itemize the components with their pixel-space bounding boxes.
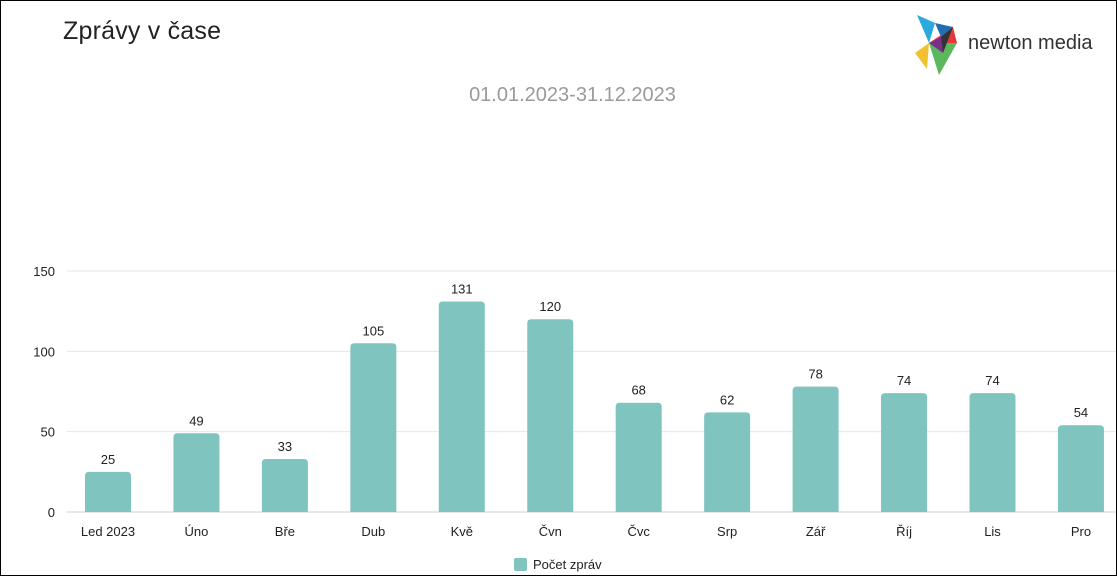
data-label: 74 <box>897 373 911 388</box>
y-tick-label: 0 <box>48 505 55 520</box>
y-tick-label: 100 <box>33 344 55 359</box>
x-tick-label: Úno <box>185 524 209 539</box>
x-tick-label: Srp <box>717 524 737 539</box>
x-tick-label: Čvn <box>539 524 562 539</box>
newton-media-logo: newton media <box>913 13 1103 79</box>
data-label: 33 <box>278 439 292 454</box>
x-tick-label: Kvě <box>451 524 473 539</box>
logo-text: newton media <box>968 32 1093 54</box>
newton-media-logo-icon <box>915 15 957 75</box>
x-tick-label: Čvc <box>628 524 651 539</box>
x-tick-label: Zář <box>806 524 826 539</box>
bar <box>438 301 485 512</box>
data-label: 62 <box>720 392 734 407</box>
bar <box>881 393 928 512</box>
data-label: 105 <box>362 323 384 338</box>
y-tick-label: 50 <box>41 425 55 440</box>
data-label: 131 <box>451 282 473 297</box>
chart-title: Zprávy v čase <box>63 17 222 45</box>
bar <box>350 343 397 512</box>
bar <box>615 402 662 512</box>
y-tick-label: 150 <box>33 264 55 279</box>
data-label: 120 <box>539 299 561 314</box>
x-tick-label: Led 2023 <box>81 524 135 539</box>
bar <box>1057 425 1104 512</box>
bar <box>969 393 1016 512</box>
bar <box>85 471 131 512</box>
bar <box>173 433 220 512</box>
legend-swatch <box>514 558 527 571</box>
bar <box>704 412 751 512</box>
legend-label: Počet zpráv <box>533 557 602 572</box>
data-label: 49 <box>189 413 203 428</box>
legend: Počet zpráv <box>514 557 602 572</box>
bar <box>792 386 839 512</box>
x-tick-label: Říj <box>896 524 912 539</box>
bar <box>527 319 574 512</box>
x-tick-label: Lis <box>984 524 1001 539</box>
x-tick-label: Pro <box>1071 524 1091 539</box>
data-label: 25 <box>101 452 115 467</box>
data-label: 54 <box>1074 405 1088 420</box>
data-label: 68 <box>631 383 645 398</box>
date-range: 01.01.2023-31.12.2023 <box>469 84 676 106</box>
data-label: 78 <box>808 367 822 382</box>
data-label: 74 <box>985 373 999 388</box>
x-tick-label: Bře <box>275 524 295 539</box>
bar <box>261 458 308 512</box>
x-tick-label: Dub <box>361 524 385 539</box>
